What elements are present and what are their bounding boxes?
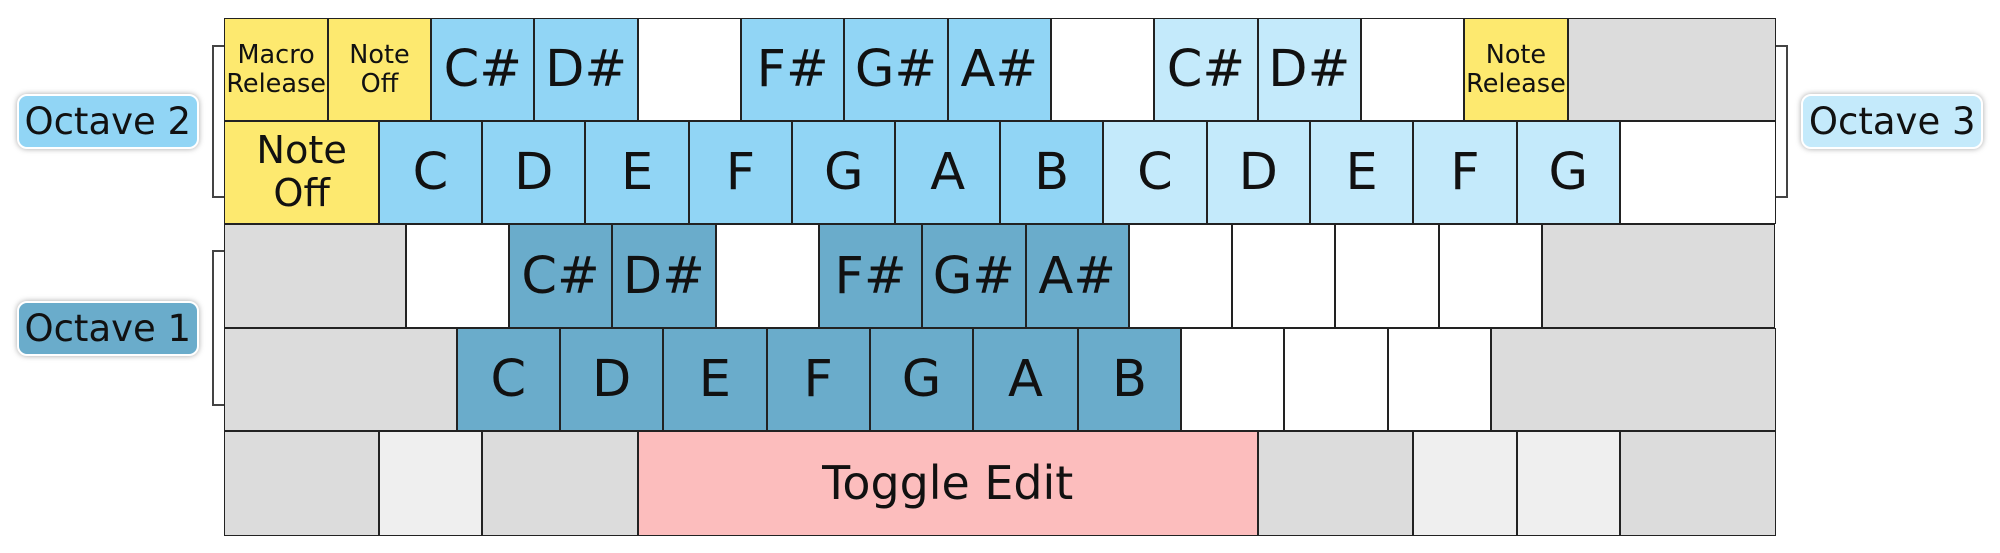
key: G# <box>922 224 1026 328</box>
blank-key <box>1128 224 1233 328</box>
key: D# <box>1257 17 1361 122</box>
blank-key <box>1567 17 1776 122</box>
bracket <box>1772 44 1789 198</box>
key: Toggle Edit <box>637 431 1258 536</box>
key: G <box>1516 121 1620 225</box>
blank-key <box>1516 431 1620 536</box>
octave-label: Octave 2 <box>16 94 199 150</box>
octave-label: Octave 3 <box>1801 94 1984 150</box>
bracket <box>211 250 228 406</box>
key: F <box>688 121 793 225</box>
blank-key <box>482 431 638 536</box>
key: D <box>1206 121 1310 225</box>
blank-key <box>1619 431 1776 536</box>
blank-key <box>405 224 509 328</box>
blank-key <box>1619 121 1776 225</box>
blank-key <box>1335 224 1439 328</box>
blank-key <box>1387 327 1492 432</box>
key: A# <box>1025 224 1129 328</box>
key: D# <box>534 17 638 122</box>
key: Note Off <box>224 121 379 225</box>
key: D# <box>612 224 716 328</box>
key: D <box>559 327 664 432</box>
key: Note Off <box>327 17 432 122</box>
key: G# <box>844 17 948 122</box>
blank-key <box>1491 327 1776 432</box>
blank-key <box>715 224 819 328</box>
blank-key <box>224 327 457 432</box>
blank-key <box>1181 327 1285 432</box>
key: C# <box>431 17 535 122</box>
key: B <box>1000 121 1104 225</box>
key: F# <box>741 17 845 122</box>
blank-key <box>637 17 742 122</box>
blank-key <box>224 224 406 328</box>
key: D <box>482 121 586 225</box>
key: C <box>456 327 560 432</box>
blank-key <box>1051 17 1155 122</box>
blank-key <box>1360 17 1465 122</box>
key: Macro Release <box>224 17 328 122</box>
key: F <box>766 327 870 432</box>
blank-key <box>1232 224 1336 328</box>
key: E <box>1309 121 1414 225</box>
key: B <box>1077 327 1182 432</box>
blank-key <box>1284 327 1388 432</box>
key: G <box>869 327 974 432</box>
blank-key <box>1542 224 1776 328</box>
blank-key <box>1257 431 1414 536</box>
blank-key <box>224 431 379 536</box>
key: C# <box>508 224 613 328</box>
key: A <box>895 121 1000 225</box>
key: C <box>1103 121 1207 225</box>
key: Note Release <box>1464 17 1568 122</box>
key: C# <box>1154 17 1258 122</box>
blank-key <box>1438 224 1543 328</box>
key: A# <box>947 17 1052 122</box>
key: F# <box>818 224 923 328</box>
key: E <box>585 121 689 225</box>
blank-key <box>1413 431 1517 536</box>
key: C <box>378 121 483 225</box>
key: A <box>973 327 1078 432</box>
octave-label: Octave 1 <box>16 301 199 356</box>
blank-key <box>378 431 483 536</box>
key: G <box>792 121 896 225</box>
bracket <box>211 44 228 198</box>
key: F <box>1413 121 1517 225</box>
key: E <box>663 327 767 432</box>
